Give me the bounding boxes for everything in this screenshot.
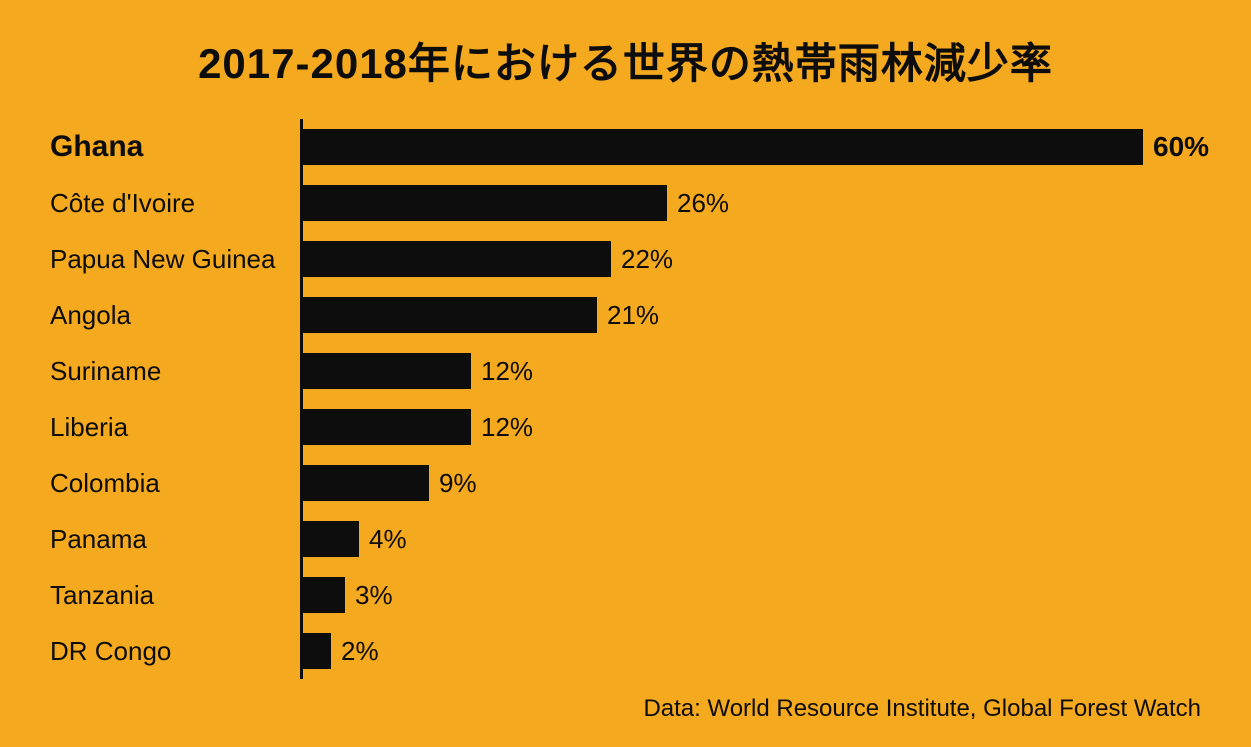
bar-label: Panama xyxy=(50,511,300,567)
bar-row: 60% xyxy=(303,119,1209,175)
bar-value: 4% xyxy=(369,524,407,555)
bar-row: 26% xyxy=(303,175,1209,231)
bar-value: 12% xyxy=(481,356,533,387)
bar-value: 12% xyxy=(481,412,533,443)
data-source: Data: World Resource Institute, Global F… xyxy=(643,695,1201,723)
bar-value: 2% xyxy=(341,636,379,667)
bar xyxy=(303,633,331,669)
bar-row: 22% xyxy=(303,231,1209,287)
bar-value: 9% xyxy=(439,468,477,499)
bar xyxy=(303,577,345,613)
bar-row: 12% xyxy=(303,399,1209,455)
bars-area: 60%26%22%21%12%12%9%4%3%2% xyxy=(300,119,1209,679)
bar-label: Côte d'Ivoire xyxy=(50,175,300,231)
bar-row: 4% xyxy=(303,511,1209,567)
bar xyxy=(303,297,597,333)
bar-row: 3% xyxy=(303,567,1209,623)
y-axis-labels: GhanaCôte d'IvoirePapua New GuineaAngola… xyxy=(50,119,300,679)
bar-row: 2% xyxy=(303,623,1209,679)
bar xyxy=(303,353,471,389)
bar-label: Angola xyxy=(50,287,300,343)
deforestation-bar-chart: GhanaCôte d'IvoirePapua New GuineaAngola… xyxy=(50,119,1201,679)
bar xyxy=(303,409,471,445)
bar xyxy=(303,129,1143,165)
bar-label: Suriname xyxy=(50,343,300,399)
bar-row: 12% xyxy=(303,343,1209,399)
bar-label: Liberia xyxy=(50,399,300,455)
bar-row: 21% xyxy=(303,287,1209,343)
bar-label: Tanzania xyxy=(50,567,300,623)
bar-row: 9% xyxy=(303,455,1209,511)
bar xyxy=(303,185,667,221)
bar-value: 22% xyxy=(621,244,673,275)
bar-label: Papua New Guinea xyxy=(50,231,300,287)
bar-label: Colombia xyxy=(50,455,300,511)
bar xyxy=(303,241,611,277)
bar-label: Ghana xyxy=(50,119,300,175)
bar-label: DR Congo xyxy=(50,623,300,679)
bar xyxy=(303,521,359,557)
bar-value: 60% xyxy=(1153,131,1209,163)
bar-value: 21% xyxy=(607,300,659,331)
chart-title: 2017-2018年における世界の熱帯雨林減少率 xyxy=(50,30,1201,91)
bar xyxy=(303,465,429,501)
bar-value: 26% xyxy=(677,188,729,219)
bar-value: 3% xyxy=(355,580,393,611)
